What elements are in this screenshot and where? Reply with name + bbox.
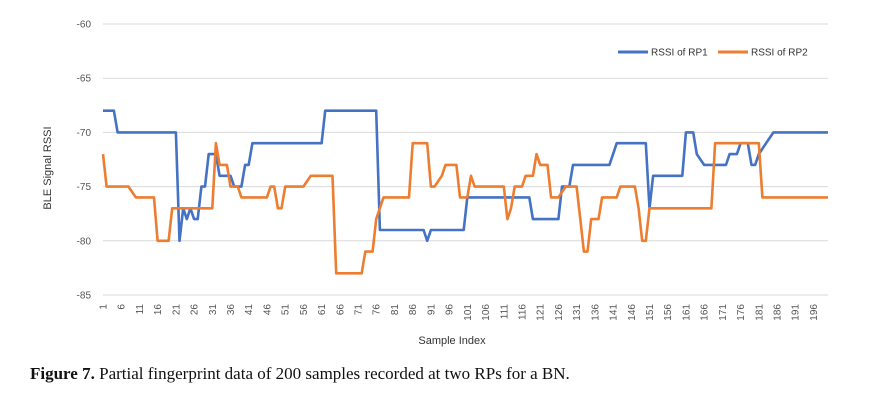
x-tick-label: 31 xyxy=(208,304,219,316)
x-tick-label: 196 xyxy=(809,304,820,321)
x-tick-label: 51 xyxy=(281,304,292,316)
x-tick-label: 111 xyxy=(499,304,510,320)
x-tick-label: 171 xyxy=(718,304,729,321)
x-tick-label: 41 xyxy=(244,304,255,316)
x-tick-label: 36 xyxy=(226,304,237,316)
x-tick-label: 136 xyxy=(590,304,601,321)
plot-area xyxy=(101,109,828,275)
figure-caption: Figure 7. Partial fingerprint data of 20… xyxy=(30,364,860,384)
x-tick-label: 181 xyxy=(754,304,765,321)
y-tick-label: -85 xyxy=(77,291,92,302)
x-tick-label: 1 xyxy=(99,304,110,310)
series-line-2 xyxy=(101,141,828,275)
x-tick-label: 151 xyxy=(645,304,656,321)
chart: -60-65-70-75-80-85 1 6 11 16 21 26 31 36 41 46 51 5… xyxy=(42,20,828,347)
x-tick-label: 86 xyxy=(408,304,419,316)
x-tick-label: 106 xyxy=(481,304,492,321)
y-tick-label: -60 xyxy=(77,20,92,31)
x-axis-title: Sample Index xyxy=(418,335,486,347)
legend: RSSI of RP1 RSSI of RP2 xyxy=(618,48,808,59)
x-tick-label: 46 xyxy=(262,304,273,316)
x-tick-label: 146 xyxy=(627,304,638,321)
x-tick-label: 16 xyxy=(153,304,164,316)
x-tick-label: 121 xyxy=(536,304,547,321)
x-axis: 1 6 11 16 21 26 31 36 41 46 51 56 61 66 71 76 81 86 91 96 10… xyxy=(99,304,820,321)
x-tick-label: 11 xyxy=(135,304,146,315)
x-tick-label: 156 xyxy=(663,304,674,321)
x-tick-label: 56 xyxy=(299,304,310,316)
x-tick-label: 76 xyxy=(372,304,383,316)
x-tick-label: 141 xyxy=(609,304,620,321)
legend-label-rp1: RSSI of RP1 xyxy=(651,48,708,59)
x-tick-label: 21 xyxy=(171,304,182,316)
x-tick-label: 186 xyxy=(772,304,783,321)
x-tick-label: 61 xyxy=(317,304,328,316)
x-tick-label: 91 xyxy=(426,304,437,316)
x-tick-label: 131 xyxy=(572,304,583,321)
x-tick-label: 81 xyxy=(390,304,401,316)
x-tick-label: 26 xyxy=(190,304,201,316)
series-line-1 xyxy=(103,109,828,243)
x-tick-label: 176 xyxy=(736,304,747,321)
x-tick-label: 96 xyxy=(445,304,456,316)
y-tick-label: -80 xyxy=(77,236,92,247)
x-tick-label: 101 xyxy=(463,304,474,321)
caption-label: Figure 7. xyxy=(30,364,95,383)
x-tick-label: 66 xyxy=(335,304,346,316)
x-tick-label: 116 xyxy=(517,304,528,320)
caption-text: Partial fingerprint data of 200 samples … xyxy=(99,364,570,383)
x-tick-label: 126 xyxy=(554,304,565,321)
y-axis: -60 -65 -70 -75 -80 -85 xyxy=(77,20,92,302)
x-tick-label: 166 xyxy=(700,304,711,321)
y-tick-label: -75 xyxy=(77,182,92,193)
x-tick-label: 6 xyxy=(117,304,128,310)
legend-label-rp2: RSSI of RP2 xyxy=(751,48,808,59)
y-tick-label: -70 xyxy=(77,128,92,139)
x-tick-label: 71 xyxy=(354,304,365,316)
gridlines xyxy=(103,23,828,296)
x-tick-label: 191 xyxy=(791,304,802,321)
y-tick-label: -65 xyxy=(77,74,92,85)
x-tick-label: 161 xyxy=(681,304,692,321)
y-axis-title: BLE Signal RSSI xyxy=(42,126,54,209)
